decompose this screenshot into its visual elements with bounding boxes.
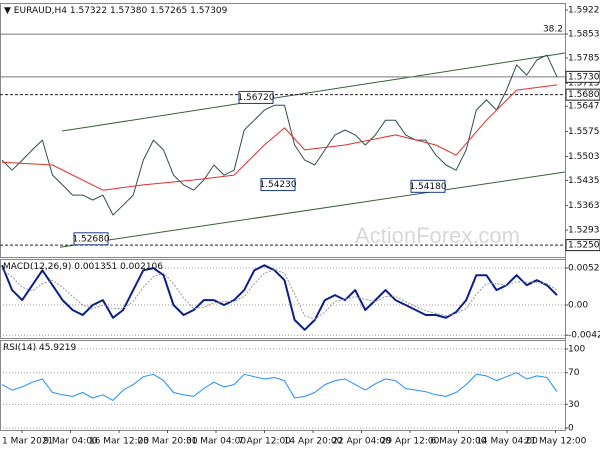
annotation-label: 1.54180 <box>409 182 446 192</box>
y-tick-label: 1.55030 <box>568 152 600 162</box>
header-title: RSI(14) <box>3 343 36 353</box>
header-arrow: ▼ <box>4 6 14 16</box>
y-tick-label: 100 <box>568 345 585 355</box>
x-tick-label: 23 Mar 20:00 <box>137 437 197 447</box>
y-tick-label: 1.58535 <box>568 29 600 39</box>
series-line <box>1 264 558 331</box>
y-tick-label: 0.005217 <box>568 264 600 274</box>
x-tick-label: 21 May 12:00 <box>525 437 587 447</box>
x-tick-label: 31 Mar 04:00 <box>186 437 246 447</box>
channel-lower <box>59 171 566 248</box>
y-tick-label: 0 <box>568 424 574 434</box>
header-value: 1.57309 <box>190 6 227 16</box>
panel-header: ▼ EURAUD,H4 1.57322 1.57380 1.57265 1.57… <box>4 6 228 16</box>
x-tick-label: 1 Mar 2021 <box>2 437 53 447</box>
series-line <box>1 84 558 191</box>
header-value: 45.9219 <box>39 343 76 353</box>
x-tick-label: 14 Apr 20:00 <box>284 437 343 447</box>
y-tick-label: 0.00 <box>568 301 588 311</box>
series-line <box>1 372 558 401</box>
panel-header: MACD(12,26,9) 0.001351 0.002106 <box>3 262 163 272</box>
y-tick-label: 30 <box>568 400 580 410</box>
annotation-box <box>410 179 446 193</box>
channel-upper <box>61 52 566 132</box>
y-tick-label: 1.52930 <box>568 226 600 236</box>
header-value: 0.002106 <box>120 262 163 272</box>
level-label: 1.52500 <box>568 241 600 251</box>
level-box <box>565 70 600 83</box>
annotation-label: 1.52680 <box>72 234 109 244</box>
header-value: 1.57322 <box>70 6 107 16</box>
annotation-box <box>260 178 296 192</box>
annotation-label: 1.56720 <box>237 93 274 103</box>
level-box <box>565 239 600 252</box>
y-tick-label: -0.004256 <box>568 331 600 341</box>
x-tick-label: 29 Apr 12:00 <box>381 437 440 447</box>
annotation-box <box>73 232 109 246</box>
level-box <box>565 88 600 101</box>
panel-header: RSI(14) 45.9219 <box>3 343 76 353</box>
level-label: 1.56800 <box>568 90 600 100</box>
header-value: 0.001351 <box>74 262 117 272</box>
x-tick-label: 9 Mar 04:00 <box>43 437 98 447</box>
x-tick-label: 6 May 20:00 <box>431 437 487 447</box>
header-value: 1.57380 <box>110 6 147 16</box>
header-title: EURAUD,H4 <box>14 6 67 16</box>
annotation-label: 1.54230 <box>259 180 296 190</box>
level-label: 38.2 <box>543 25 563 35</box>
x-tick-label: 16 Mar 12:00 <box>89 437 149 447</box>
header-title: MACD(12,26,9) <box>3 262 71 272</box>
x-tick-label: 14 May 04:00 <box>476 437 538 447</box>
x-tick-label: 22 Apr 04:00 <box>332 437 391 447</box>
y-tick-label: 1.56470 <box>568 102 600 112</box>
y-tick-label: 70 <box>568 368 580 378</box>
watermark: ActionForex.com <box>355 223 520 248</box>
series-line <box>1 54 558 216</box>
y-tick-label: 1.53630 <box>568 201 600 211</box>
y-tick-label: 1.59220 <box>568 5 600 15</box>
annotation-box <box>238 90 274 104</box>
y-tick-label: 1.55750 <box>568 127 600 137</box>
y-tick-label: 1.54350 <box>568 176 600 186</box>
header-value: 1.57265 <box>150 6 187 16</box>
level-label: 1.57309 <box>568 72 600 82</box>
y-tick-label: 1.57130 <box>568 79 600 89</box>
y-tick-label: 1.57850 <box>568 53 600 63</box>
series-line <box>1 269 558 320</box>
x-tick-label: 7 Apr 12:00 <box>238 437 291 447</box>
